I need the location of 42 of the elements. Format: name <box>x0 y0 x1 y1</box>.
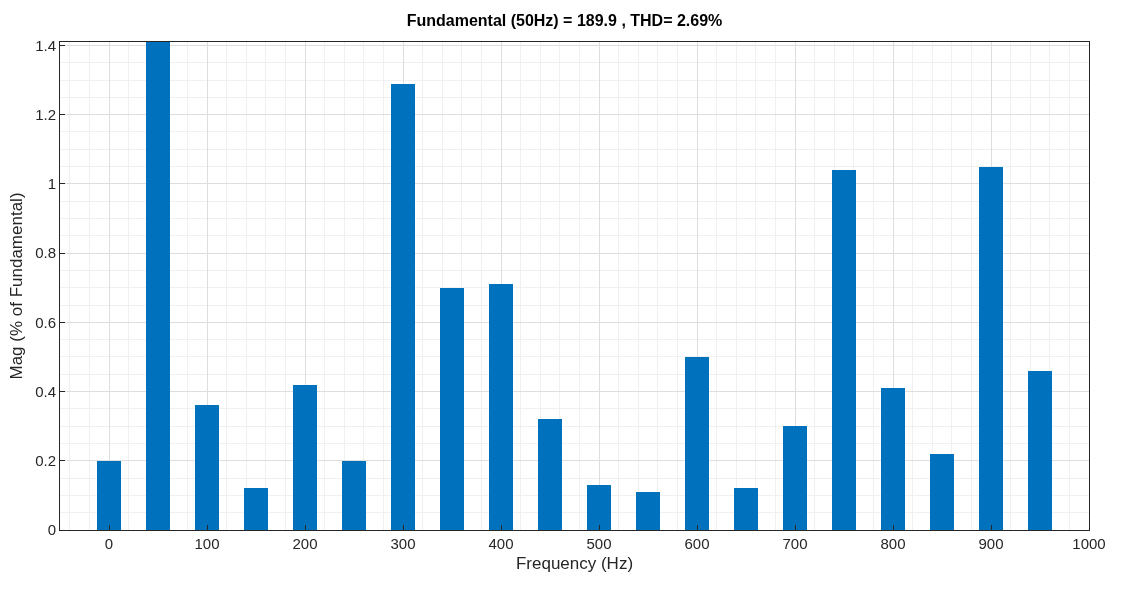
x-tick-label: 100 <box>194 535 220 552</box>
x-tick-label: 200 <box>292 535 318 552</box>
bar <box>587 485 611 530</box>
bar <box>1028 371 1052 530</box>
y-tick-label: 0.2 <box>35 452 56 470</box>
bar <box>146 42 170 530</box>
bar <box>440 288 464 530</box>
bar <box>195 405 219 530</box>
x-tick-label: 800 <box>880 535 906 552</box>
bar <box>538 419 562 530</box>
y-tick-label: 1.2 <box>35 105 56 123</box>
bar <box>636 492 660 530</box>
chart-title: Fundamental (50Hz) = 189.9 , THD= 2.69% <box>406 11 723 29</box>
bar <box>489 284 513 530</box>
y-tick-label: 0.6 <box>35 313 56 331</box>
bar <box>97 461 121 530</box>
x-tick-label: 1000 <box>1072 535 1106 552</box>
x-tick-label: 700 <box>782 535 808 552</box>
y-tick-label: 0.8 <box>35 244 56 262</box>
x-tick-label: 500 <box>586 535 612 552</box>
bar <box>783 426 807 530</box>
bar <box>293 385 317 530</box>
bar <box>244 488 268 530</box>
y-tick-label: 1 <box>47 175 56 193</box>
y-tick-label: 1.4 <box>35 36 56 54</box>
bar <box>881 388 905 530</box>
bar <box>979 167 1003 530</box>
bar <box>930 454 954 530</box>
bar <box>685 357 709 530</box>
x-tick-label: 400 <box>488 535 514 552</box>
x-tick-label: 300 <box>390 535 416 552</box>
x-tick-label: 600 <box>684 535 710 552</box>
y-tick-label: 0 <box>47 521 56 539</box>
bar <box>734 488 758 530</box>
bar <box>342 461 366 530</box>
bar <box>391 84 415 530</box>
x-axis-title: Frequency (Hz) <box>515 554 634 574</box>
x-tick-label: 0 <box>104 535 114 552</box>
x-tick-label: 900 <box>978 535 1004 552</box>
y-axis-title: Mag (% of Fundamental) <box>6 192 26 380</box>
y-tick-label: 0.4 <box>35 382 56 400</box>
bar <box>832 170 856 530</box>
